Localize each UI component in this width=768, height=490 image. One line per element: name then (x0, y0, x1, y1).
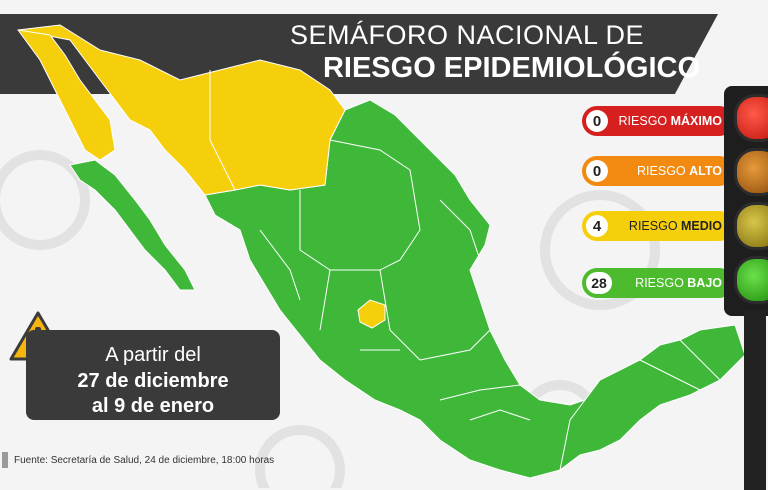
source-text: Fuente: Secretaría de Salud, 24 de dicie… (14, 455, 275, 466)
legend-row-maximo: 0 RIESGO MÁXIMO (582, 106, 734, 136)
green-lamp (734, 256, 768, 304)
orange-lamp (734, 148, 768, 196)
baja-norte-yellow (16, 29, 116, 161)
date-range-box (26, 330, 280, 420)
legend-label-bajo: RIESGO BAJO (635, 276, 722, 290)
legend-label-medio: RIESGO MEDIO (628, 219, 722, 233)
title-line-1: SEMÁFORO NACIONAL DE (290, 20, 645, 50)
title-line-2: RIESGO EPIDEMIOLÓGICO (322, 52, 700, 84)
central-yellow (357, 299, 386, 329)
legend-count-bajo: 28 (586, 272, 612, 294)
yellow-lamp (734, 202, 768, 250)
legend-label-alto: RIESGO ALTO (637, 164, 722, 178)
baja-sur-green (69, 159, 196, 291)
legend-label-maximo: RIESGO MÁXIMO (618, 114, 722, 128)
legend-count-maximo: 0 (586, 110, 608, 132)
legend-count-medio: 4 (586, 215, 608, 237)
traffic-light (724, 86, 768, 316)
traffic-light-pole (744, 310, 766, 490)
legend-count-alto: 0 (586, 160, 608, 182)
northwest-yellow (17, 24, 346, 196)
date-line-3: al 9 de enero (91, 395, 215, 417)
date-line-1: A partir del (105, 344, 201, 366)
legend-row-medio: 4 RIESGO MEDIO (582, 211, 734, 241)
state-borders (209, 70, 721, 471)
source-bar (2, 452, 8, 468)
legend-row-alto: 0 RIESGO ALTO (582, 156, 734, 186)
date-line-2: 27 de diciembre (77, 370, 229, 392)
legend-row-bajo: 28 RIESGO BAJO (582, 268, 734, 298)
red-lamp (734, 94, 768, 142)
